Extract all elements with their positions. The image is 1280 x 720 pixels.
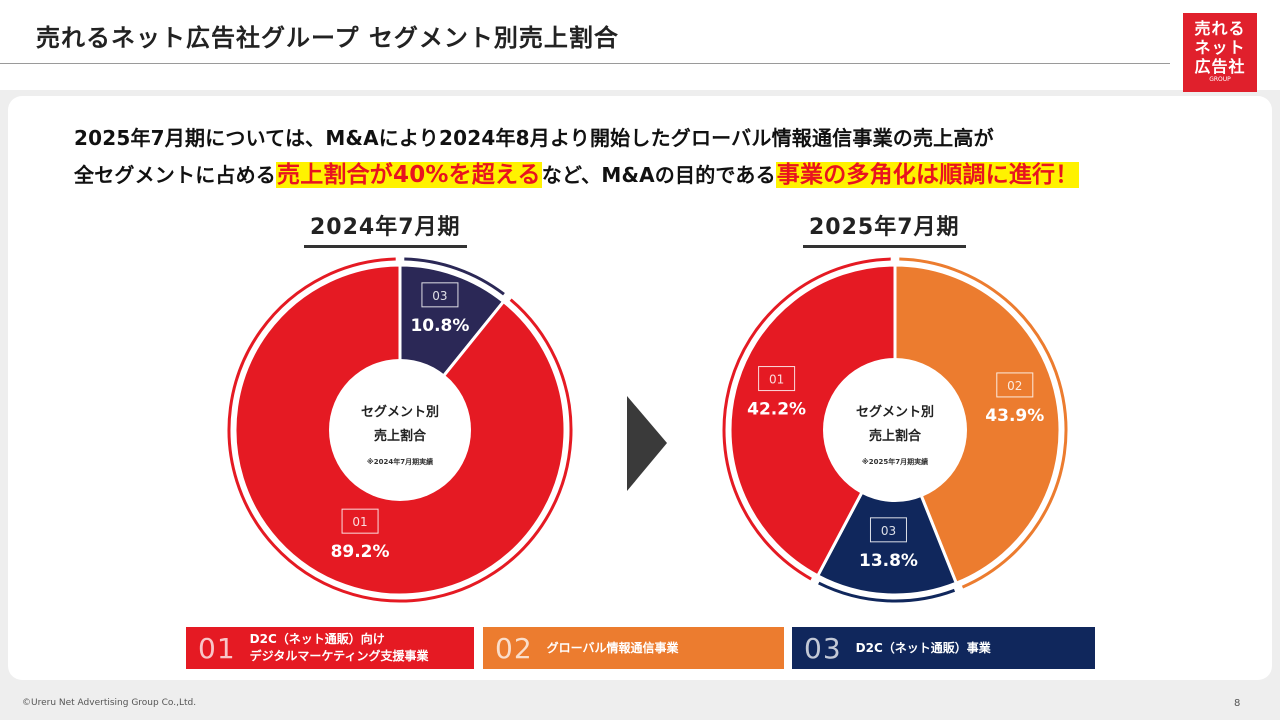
donut-hole-0 <box>329 359 471 501</box>
legend-number-02: 02 <box>495 631 533 665</box>
pie-ring-1-03 <box>818 581 956 603</box>
center-label-line1-0: セグメント別 <box>361 404 439 420</box>
header-bar <box>0 0 1280 90</box>
legend-number-03: 03 <box>804 631 842 665</box>
legend-text-02: グローバル情報通信事業 <box>546 640 679 655</box>
logo-line-2: ネット <box>1194 38 1246 57</box>
slice-id-label-1-01: 01 <box>769 373 784 387</box>
slice-id-box-0-01 <box>341 508 379 534</box>
period-label-2025: 2025年7月期 <box>803 209 966 248</box>
legend-text-01-line1: D2C（ネット通販）向け <box>249 632 385 646</box>
logo-line-1: 売れる <box>1194 19 1246 38</box>
donut-hole-1 <box>823 358 967 502</box>
pie-ring-1-01 <box>722 257 891 581</box>
center-label-line2-1: 売上割合 <box>869 428 922 444</box>
center-note-1: ※2025年7月期実績 <box>862 457 928 466</box>
headline-line-2: 全セグメントに占める売上割合が40%を超えるなど、M&Aの目的である事業の多角化… <box>74 155 1080 189</box>
pie-slice-1-02 <box>893 263 1062 586</box>
pie-ring-1-02 <box>899 257 1068 589</box>
legend-number-01: 01 <box>198 631 236 665</box>
pie-ring-0-01 <box>227 257 573 603</box>
pie-slice-1-03 <box>815 426 959 597</box>
period-label-2024: 2024年7月期 <box>304 209 467 248</box>
pie-ring-0-03 <box>404 257 505 296</box>
slice-value-label-1-02: 43.9% <box>985 406 1044 426</box>
legend-item-03: 03 D2C（ネット通販）事業 <box>792 627 1095 669</box>
copyright: ©Ureru Net Advertising Group Co.,Ltd. <box>22 698 197 708</box>
slice-id-label-1-03: 03 <box>881 524 896 538</box>
legend-text-01-line2: デジタルマーケティング支援事業 <box>249 649 429 663</box>
headline-line-1: 2025年7月期については、M&Aにより2024年8月より開始したグローバル情報… <box>74 126 994 150</box>
slice-id-box-1-01 <box>758 366 796 392</box>
slice-id-box-0-03 <box>421 282 459 308</box>
slice-value-label-1-03: 13.8% <box>859 551 918 571</box>
headline-highlight-2: 事業の多角化は順調に進行！ <box>775 162 1080 188</box>
page-title: 売れるネット広告社グループ セグメント別売上割合 <box>36 24 619 52</box>
transition-arrow <box>627 396 667 491</box>
slice-id-box-1-03 <box>869 517 907 543</box>
logo-line-4: GROUP <box>1209 76 1231 83</box>
logo-line-3: 広告社 <box>1194 57 1246 76</box>
headline-part-a: 全セグメントに占める <box>74 163 276 187</box>
company-logo: 売れる ネット 広告社 GROUP <box>1183 13 1257 92</box>
slice-id-label-0-01: 01 <box>352 515 367 529</box>
page-number: 8 <box>1234 698 1241 709</box>
legend-text-03: D2C（ネット通販）事業 <box>855 640 991 655</box>
slice-id-label-0-03: 03 <box>432 289 447 303</box>
slice-value-label-0-03: 10.8% <box>410 316 469 336</box>
pie-slice-1-01 <box>728 263 897 578</box>
headline-part-c: など、M&Aの目的である <box>541 163 776 187</box>
legend-text-01: D2C（ネット通販）向け デジタルマーケティング支援事業 <box>250 631 429 665</box>
slice-id-box-1-02 <box>996 372 1034 398</box>
headline-highlight-1: 売上割合が40%を超える <box>276 162 542 188</box>
center-label-line1-1: セグメント別 <box>856 404 934 420</box>
slice-id-label-1-02: 02 <box>1007 379 1022 393</box>
title-divider <box>0 63 1170 64</box>
slice-value-label-0-01: 89.2% <box>331 542 390 562</box>
slice-value-label-1-01: 42.2% <box>747 400 806 420</box>
legend-item-01: 01 D2C（ネット通販）向け デジタルマーケティング支援事業 <box>186 627 474 669</box>
legend-item-02: 02 グローバル情報通信事業 <box>483 627 784 669</box>
center-label-line2-0: 売上割合 <box>374 428 427 444</box>
center-note-0: ※2024年7月期実績 <box>367 457 433 466</box>
